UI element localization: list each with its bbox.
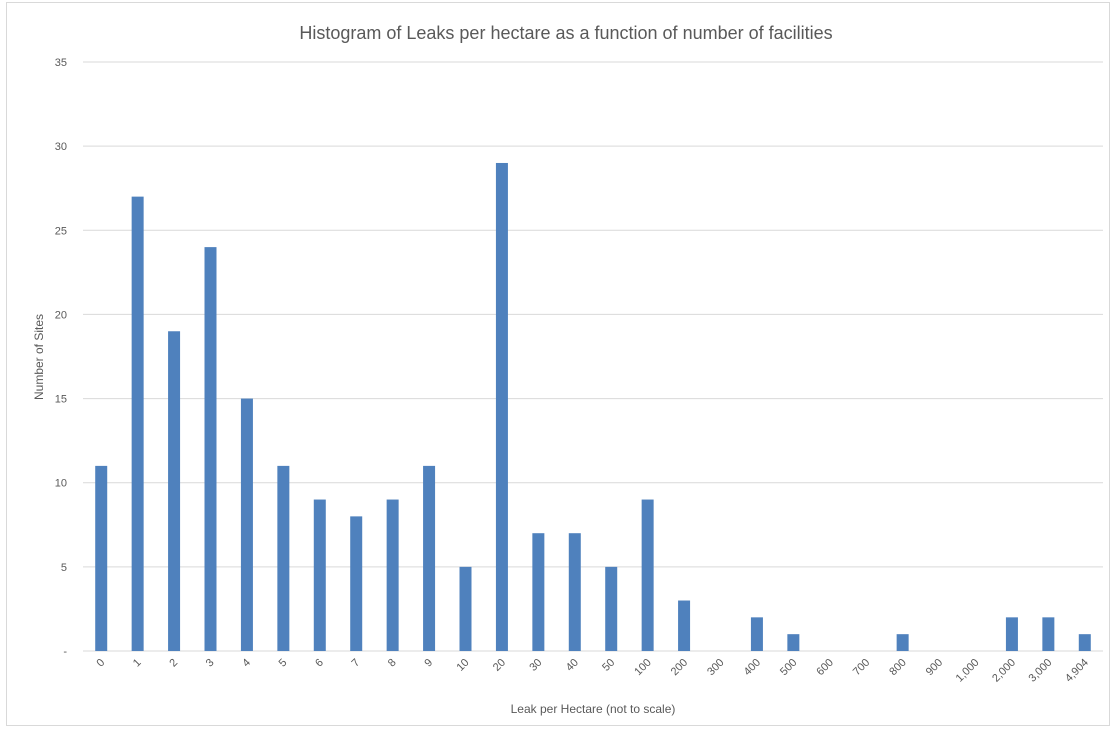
- gridlines: [83, 61, 1103, 652]
- bar-0: [95, 465, 108, 651]
- x-tick-label: 0: [95, 657, 108, 670]
- x-tick-label: 200: [669, 657, 690, 678]
- y-tick-label: 30: [55, 141, 67, 153]
- x-tick-label: 900: [924, 657, 945, 678]
- y-tick-label: 35: [55, 57, 67, 69]
- x-tick-labels: 0 1 2 3 4 5 6 7 8 9 10 20 30 40 50 100 200 300 400 500 600 70…: [95, 657, 1091, 685]
- x-tick-label: 3,000: [1027, 657, 1055, 685]
- bar-2: [168, 331, 181, 651]
- bar-100: [641, 499, 654, 651]
- y-tick-label: 5: [61, 562, 67, 574]
- bar-4904: [1078, 634, 1091, 651]
- x-tick-label: 8: [386, 657, 399, 670]
- bar-50: [605, 566, 618, 651]
- bar-4: [240, 398, 253, 651]
- x-tick-label: 2: [167, 657, 180, 670]
- x-tick-label: 4,904: [1063, 657, 1091, 685]
- bar-1: [131, 196, 144, 651]
- x-axis-title: Leak per Hectare (not to scale): [511, 702, 676, 716]
- x-tick-label: 2,000: [990, 657, 1018, 685]
- x-tick-label: 3: [204, 657, 217, 670]
- x-tick-label: 800: [887, 657, 908, 678]
- bar-800: [896, 634, 909, 651]
- bar-9: [423, 465, 436, 651]
- x-tick-label: 9: [422, 657, 435, 670]
- bar-400: [750, 617, 763, 651]
- x-tick-label: 20: [491, 657, 508, 674]
- bar-200: [678, 600, 691, 651]
- bar-3000: [1042, 617, 1055, 651]
- bars: [95, 162, 1091, 651]
- x-tick-label: 4: [240, 657, 253, 670]
- bar-7: [350, 516, 363, 651]
- x-tick-label: 400: [742, 657, 763, 678]
- x-tick-label: 500: [778, 657, 799, 678]
- x-tick-label: 7: [350, 657, 363, 670]
- chart-frame: Histogram of Leaks per hectare as a func…: [6, 2, 1110, 726]
- chart-title: Histogram of Leaks per hectare as a func…: [299, 23, 832, 43]
- bar-3: [204, 247, 217, 651]
- bar-20: [495, 162, 508, 651]
- bar-30: [532, 533, 545, 651]
- x-tick-label: 40: [564, 657, 581, 674]
- y-tick-label: 15: [55, 394, 67, 406]
- y-tick-labels: - 5 10 15 20 25 30 35: [55, 57, 68, 658]
- histogram-chart: Histogram of Leaks per hectare as a func…: [32, 23, 1103, 716]
- bar-2000: [1005, 617, 1018, 651]
- bar-40: [568, 533, 581, 651]
- x-tick-label: 100: [632, 657, 653, 678]
- x-tick-label: 600: [814, 657, 835, 678]
- bar-8: [386, 499, 399, 651]
- y-tick-label: 25: [55, 225, 67, 237]
- x-tick-label: 6: [313, 657, 326, 670]
- bar-500: [787, 634, 800, 651]
- bar-6: [313, 499, 326, 651]
- x-tick-label: 50: [600, 657, 617, 674]
- x-tick-label: 1,000: [954, 657, 982, 685]
- x-tick-label: 10: [454, 657, 471, 674]
- x-tick-label: 30: [527, 657, 544, 674]
- y-tick-label: -: [63, 646, 67, 658]
- y-axis-title: Number of Sites: [32, 314, 46, 400]
- x-tick-label: 5: [277, 657, 290, 670]
- bar-10: [459, 566, 472, 651]
- x-tick-label: 1: [131, 657, 144, 670]
- y-tick-label: 20: [55, 309, 67, 321]
- y-tick-label: 10: [55, 478, 67, 490]
- bar-5: [277, 465, 290, 651]
- x-tick-label: 700: [851, 657, 872, 678]
- x-tick-label: 300: [705, 657, 726, 678]
